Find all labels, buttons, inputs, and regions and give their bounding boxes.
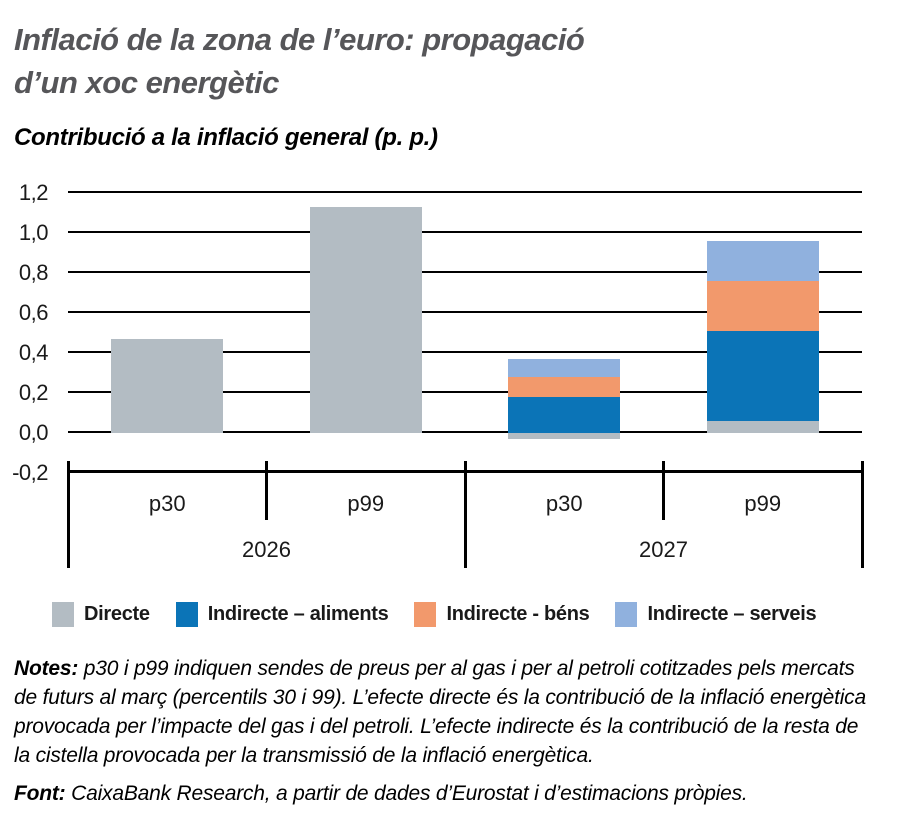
legend-swatch-indirecte-serveis [615,602,638,627]
legend-swatch-indirecte-b-ns [414,602,437,627]
notes-line: la cistella provocada per la transmissió… [14,744,594,767]
legend-item-indirecte-aliments: Indirecte – aliments [175,602,389,627]
chart-legend: Directe Indirecte – aliments Indirecte - b… [52,602,817,627]
y-axis-label: 0,2 [18,380,49,405]
x-axis-label: p99 [744,491,782,516]
legend-swatch-directe [52,602,74,627]
legend-item-indirecte-b-ns: Indirecte - béns [414,602,590,627]
bar-segment-directe [508,433,621,439]
bar-chart-plot-area: 1,2 1,0 0,8 0,6 0,4 0,2 0,0 -0,2 p30 p99 p30 p99 202… [12,180,864,568]
legend-label: Indirecte – serveis [647,603,817,625]
chart-subtitle: Contribució a la inflació general (p. p.… [14,124,438,151]
gridline [68,231,862,233]
source-text: CaixaBank Research, a partir de dades d’… [71,782,748,805]
x-axis-group-label: 2027 [639,537,688,562]
axis-tick-minor [662,461,665,520]
notes-line: Notes: p30 i p99 indiquen sendes de preu… [14,654,894,683]
source-label: Font: [14,782,66,805]
gridline [68,271,862,273]
legend-label: Indirecte - béns [446,603,590,625]
chart-notes: Notes: p30 i p99 indiquen sendes de preu… [14,654,894,808]
gridline [68,311,862,313]
gridline [68,191,862,193]
gridline [68,431,862,433]
legend-label: Directe [84,603,150,625]
chart-title-line2: d’un xoc energètic [14,65,279,100]
y-axis-label: 0,8 [18,260,49,285]
axis-tick-major [463,461,467,568]
chart-title: Inflació de la zona de l’euro: propagaci… [14,18,585,104]
axis-tick-major [66,461,70,568]
notes-line: de futurs al març (percentils 30 i 99). … [14,686,866,709]
y-axis-label: 1,2 [18,180,49,205]
bar-segment-directe [309,207,422,433]
y-axis-label: 0,4 [18,340,49,365]
axis-tick-minor [265,461,268,520]
bar-segment-indirecte-b-ns [706,281,819,331]
notes-label: Notes: [14,657,79,680]
legend-item-indirecte-serveis: Indirecte – serveis [615,602,817,627]
x-axis-label: p30 [545,491,583,516]
y-axis-label: 0,0 [18,420,49,445]
y-axis-label: 0,6 [18,300,49,325]
chart-title-line1: Inflació de la zona de l’euro: propagaci… [14,22,585,57]
x-axis-label: p30 [148,491,186,516]
axis-tick-major [860,461,864,568]
legend-item-directe: Directe [52,602,150,627]
bar-segment-indirecte-aliments [508,397,621,433]
gridline [68,351,862,353]
bar-segment-indirecte-b-ns [508,377,621,397]
bar-segment-indirecte-serveis [508,359,621,377]
notes-line: provocada per l’impacte del gas i del pe… [14,715,859,738]
y-axis-label: 1,0 [18,220,49,245]
bar-segment-indirecte-serveis [706,241,819,281]
bar-segment-directe [706,421,819,433]
legend-label: Indirecte – aliments [207,603,389,625]
x-axis-group-label: 2026 [242,537,291,562]
legend-swatch-indirecte-aliments [175,602,198,627]
bar-segment-indirecte-aliments [706,331,819,421]
source-line: Font: CaixaBank Research, a partir de da… [14,779,894,808]
notes-text-1: p30 i p99 indiquen sendes de preus per a… [83,657,855,680]
gridline [68,391,862,393]
bar-segment-directe [111,339,224,433]
x-axis-label: p99 [347,491,385,516]
y-axis-label: -0,2 [12,460,48,485]
